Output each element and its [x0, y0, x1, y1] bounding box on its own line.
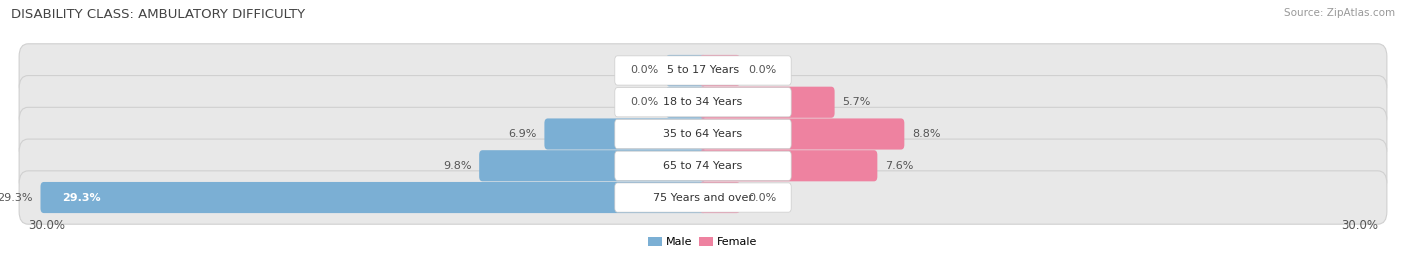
- Text: Source: ZipAtlas.com: Source: ZipAtlas.com: [1284, 8, 1395, 18]
- Text: 8.8%: 8.8%: [912, 129, 941, 139]
- Text: 0.0%: 0.0%: [630, 97, 658, 107]
- FancyBboxPatch shape: [544, 118, 706, 150]
- FancyBboxPatch shape: [700, 182, 740, 213]
- Text: 18 to 34 Years: 18 to 34 Years: [664, 97, 742, 107]
- FancyBboxPatch shape: [700, 150, 877, 181]
- FancyBboxPatch shape: [614, 183, 792, 212]
- FancyBboxPatch shape: [41, 182, 706, 213]
- Text: 6.9%: 6.9%: [508, 129, 537, 139]
- FancyBboxPatch shape: [614, 56, 792, 85]
- Text: 30.0%: 30.0%: [28, 219, 65, 232]
- FancyBboxPatch shape: [20, 107, 1386, 161]
- Text: 29.3%: 29.3%: [62, 192, 100, 203]
- Legend: Male, Female: Male, Female: [644, 233, 762, 252]
- FancyBboxPatch shape: [700, 87, 835, 118]
- Text: 7.6%: 7.6%: [886, 161, 914, 171]
- FancyBboxPatch shape: [20, 139, 1386, 192]
- Text: 75 Years and over: 75 Years and over: [652, 192, 754, 203]
- FancyBboxPatch shape: [700, 55, 740, 86]
- Text: 5 to 17 Years: 5 to 17 Years: [666, 65, 740, 76]
- Text: 0.0%: 0.0%: [748, 192, 776, 203]
- Text: 35 to 64 Years: 35 to 64 Years: [664, 129, 742, 139]
- Text: 29.3%: 29.3%: [0, 192, 32, 203]
- FancyBboxPatch shape: [20, 44, 1386, 97]
- FancyBboxPatch shape: [614, 119, 792, 149]
- Text: DISABILITY CLASS: AMBULATORY DIFFICULTY: DISABILITY CLASS: AMBULATORY DIFFICULTY: [11, 8, 305, 21]
- FancyBboxPatch shape: [700, 118, 904, 150]
- FancyBboxPatch shape: [20, 76, 1386, 129]
- FancyBboxPatch shape: [614, 151, 792, 180]
- Text: 65 to 74 Years: 65 to 74 Years: [664, 161, 742, 171]
- Text: 30.0%: 30.0%: [1341, 219, 1378, 232]
- FancyBboxPatch shape: [666, 55, 706, 86]
- Text: 5.7%: 5.7%: [842, 97, 870, 107]
- FancyBboxPatch shape: [666, 87, 706, 118]
- Text: 9.8%: 9.8%: [443, 161, 471, 171]
- FancyBboxPatch shape: [614, 88, 792, 117]
- Text: 0.0%: 0.0%: [630, 65, 658, 76]
- FancyBboxPatch shape: [20, 171, 1386, 224]
- FancyBboxPatch shape: [479, 150, 706, 181]
- Text: 0.0%: 0.0%: [748, 65, 776, 76]
